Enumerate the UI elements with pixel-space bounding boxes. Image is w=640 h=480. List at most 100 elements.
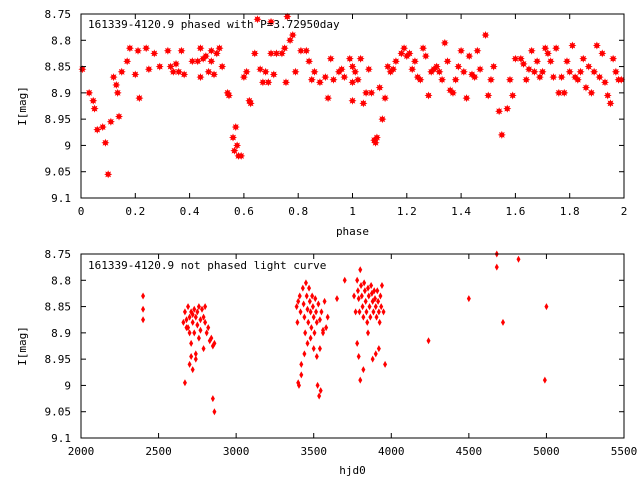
data-point bbox=[500, 318, 505, 326]
data-point bbox=[314, 318, 319, 326]
data-point bbox=[192, 329, 197, 337]
data-point bbox=[193, 313, 198, 321]
data-point bbox=[400, 44, 409, 53]
data-point bbox=[449, 88, 457, 97]
unphased-y-axis-label: I[mag] bbox=[16, 326, 29, 366]
data-point bbox=[316, 300, 321, 308]
data-point bbox=[305, 305, 310, 313]
data-point bbox=[201, 345, 206, 353]
data-point bbox=[383, 360, 388, 368]
data-point bbox=[359, 282, 364, 290]
data-point bbox=[544, 303, 549, 311]
data-point bbox=[230, 146, 239, 155]
data-point bbox=[104, 170, 113, 179]
data-point bbox=[198, 326, 203, 334]
data-point bbox=[579, 54, 588, 63]
data-point bbox=[190, 318, 195, 326]
data-point bbox=[212, 49, 221, 58]
data-point bbox=[356, 54, 365, 63]
data-point bbox=[438, 75, 447, 84]
data-point bbox=[314, 353, 319, 361]
data-point bbox=[192, 305, 197, 313]
data-point bbox=[405, 49, 414, 58]
data-point bbox=[182, 379, 187, 387]
x-tick-label: 3000 bbox=[223, 445, 250, 458]
data-point bbox=[590, 67, 599, 76]
data-point bbox=[489, 62, 498, 71]
data-point bbox=[371, 308, 376, 316]
data-point bbox=[200, 305, 205, 313]
data-point bbox=[312, 329, 317, 337]
y-tick-label: 8.9 bbox=[51, 327, 71, 340]
x-tick-label: 3500 bbox=[300, 445, 327, 458]
y-tick-label: 8.9 bbox=[51, 87, 71, 100]
data-point bbox=[563, 57, 571, 66]
data-point bbox=[568, 41, 577, 50]
data-point bbox=[378, 115, 387, 124]
data-point bbox=[426, 337, 431, 345]
data-point bbox=[308, 334, 313, 342]
data-point bbox=[113, 88, 122, 97]
x-tick-label: 5500 bbox=[611, 445, 638, 458]
data-point bbox=[408, 65, 417, 74]
data-point bbox=[598, 49, 607, 58]
data-point bbox=[397, 49, 406, 58]
data-point bbox=[225, 91, 233, 100]
data-point bbox=[117, 67, 126, 76]
data-point bbox=[258, 78, 267, 87]
data-point bbox=[373, 350, 378, 358]
data-point bbox=[358, 266, 363, 274]
data-point bbox=[195, 308, 200, 316]
data-point bbox=[322, 297, 327, 305]
data-point bbox=[187, 313, 192, 321]
y-tick-label: 9.05 bbox=[45, 166, 72, 179]
data-point bbox=[484, 91, 493, 100]
data-point bbox=[334, 295, 339, 303]
data-point bbox=[355, 276, 360, 284]
data-point bbox=[317, 345, 322, 353]
data-point bbox=[353, 308, 358, 316]
x-tick-label: 1.4 bbox=[451, 205, 471, 218]
data-point bbox=[135, 94, 144, 103]
data-point bbox=[587, 88, 596, 97]
data-point bbox=[375, 287, 380, 295]
x-tick-label: 1 bbox=[349, 205, 356, 218]
data-point bbox=[237, 151, 246, 160]
data-point bbox=[440, 38, 449, 47]
data-point bbox=[141, 305, 146, 313]
x-tick-label: 0 bbox=[78, 205, 85, 218]
x-tick-label: 1.6 bbox=[505, 205, 525, 218]
data-point bbox=[362, 279, 367, 287]
data-point bbox=[367, 303, 372, 311]
data-point bbox=[308, 308, 313, 316]
data-point bbox=[345, 54, 354, 63]
data-point bbox=[497, 130, 506, 139]
data-point bbox=[204, 67, 213, 76]
data-point bbox=[184, 316, 189, 324]
data-point bbox=[454, 62, 463, 71]
y-tick-label: 8.85 bbox=[45, 61, 72, 74]
x-tick-label: 1.2 bbox=[397, 205, 417, 218]
data-point bbox=[297, 292, 302, 300]
data-point bbox=[174, 67, 183, 76]
data-point bbox=[443, 57, 452, 66]
data-point bbox=[371, 138, 380, 147]
data-point bbox=[325, 313, 330, 321]
data-point bbox=[361, 313, 366, 321]
data-point bbox=[233, 141, 242, 150]
data-point bbox=[193, 350, 198, 358]
data-point bbox=[310, 303, 315, 311]
data-point bbox=[288, 31, 297, 39]
data-point bbox=[307, 75, 316, 84]
data-point bbox=[201, 313, 206, 321]
data-point bbox=[576, 67, 585, 76]
data-point bbox=[90, 104, 99, 113]
unphased-y-axis: 8.75 8.8 8.85 8.9 8.95 9 9.05 9.1 bbox=[45, 248, 624, 445]
data-point bbox=[362, 88, 371, 97]
data-point bbox=[525, 65, 533, 74]
data-point bbox=[89, 96, 98, 105]
data-point bbox=[376, 345, 381, 353]
data-point bbox=[125, 44, 134, 53]
data-point bbox=[239, 73, 248, 82]
data-point bbox=[188, 57, 197, 66]
